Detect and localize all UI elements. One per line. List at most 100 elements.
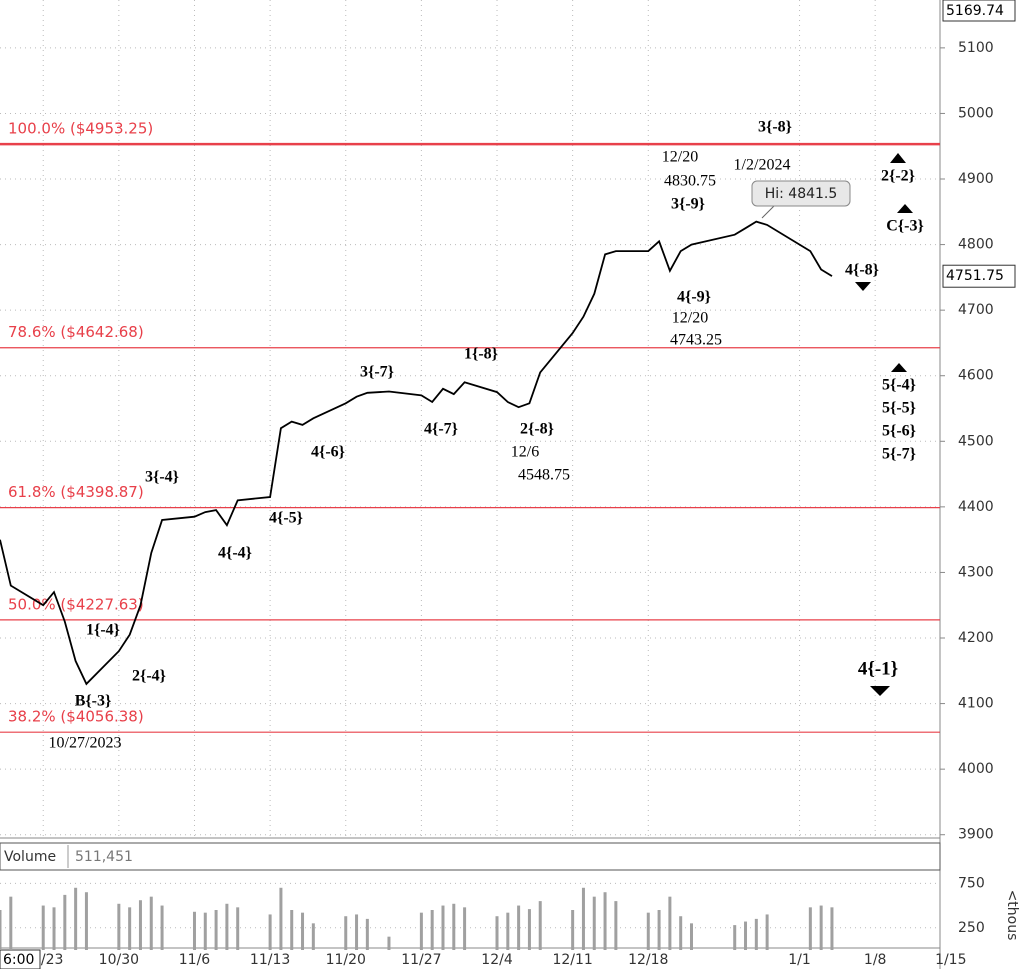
volume-bar xyxy=(279,887,283,950)
volume-bar xyxy=(689,923,693,950)
last-price-box xyxy=(942,264,1016,288)
volume-bar xyxy=(452,903,456,950)
triangle-up xyxy=(891,363,907,372)
volume-bar xyxy=(646,912,650,950)
y-tick-label: 4300 xyxy=(958,564,994,580)
annotation: 1/2/2024 xyxy=(734,157,791,174)
volume-bar xyxy=(581,887,585,950)
y-tick-label: 4600 xyxy=(958,368,994,384)
cursor-time: 6:00 xyxy=(3,952,34,968)
x-tick-label: 1/15 xyxy=(935,952,966,968)
triangle-down xyxy=(855,282,871,291)
volume-bar xyxy=(668,896,672,950)
annotation: 3{-8} xyxy=(758,119,792,136)
cursor-time-box xyxy=(0,949,41,969)
volume-bar xyxy=(203,912,207,950)
volume-bar xyxy=(0,910,2,950)
volume-bar xyxy=(592,896,596,950)
volume-bar xyxy=(614,901,618,950)
y-tick-label: 5000 xyxy=(958,105,994,121)
y-tick-label: 4500 xyxy=(958,433,994,449)
hi-pointer xyxy=(761,204,776,219)
volume-bar xyxy=(311,923,315,950)
volume-bar xyxy=(538,901,542,950)
annotation: C{-3} xyxy=(886,218,924,235)
y-tick-label: 5100 xyxy=(958,40,994,56)
volume-bar xyxy=(214,910,218,950)
volume-bar xyxy=(128,907,132,950)
volume-bar xyxy=(74,887,78,950)
volume-tick-label: 250 xyxy=(958,920,985,936)
volume-bar xyxy=(225,903,229,950)
grid xyxy=(0,0,940,929)
y-tick-label: 4900 xyxy=(958,171,994,187)
volume-bar xyxy=(138,900,142,950)
annotation: 3{-7} xyxy=(360,364,394,381)
annotation: 3{-9} xyxy=(671,196,705,213)
x-tick-label: 12/18 xyxy=(628,952,668,968)
triangle-up xyxy=(897,204,913,213)
volume-bar xyxy=(430,910,434,950)
x-tick-label: 1/8 xyxy=(864,952,887,968)
annotation: 12/6 xyxy=(511,444,539,461)
volume-bar xyxy=(830,907,834,950)
volume-bar xyxy=(495,916,499,950)
y-tick-label: 4400 xyxy=(958,499,994,515)
annotation: 4548.75 xyxy=(518,467,570,484)
annotation: 2{-8} xyxy=(520,421,554,438)
annotation: 4{-1} xyxy=(858,658,898,679)
annotation: 10/27/2023 xyxy=(49,735,122,752)
triangle-up xyxy=(890,153,906,163)
annotation: 4{-5} xyxy=(269,510,303,527)
volume-bar xyxy=(268,914,272,950)
x-tick-label: 11/6 xyxy=(179,952,211,968)
y-tick-label: 4000 xyxy=(958,761,994,777)
annotation: 5{-4} xyxy=(882,377,916,394)
volume-bar xyxy=(192,911,196,950)
volume-header xyxy=(0,842,941,871)
volume-bar xyxy=(808,907,812,950)
x-tick-label: 10/30 xyxy=(99,952,139,968)
annotation: 4{-6} xyxy=(311,444,345,461)
x-tick-label: 11/27 xyxy=(401,952,441,968)
y-tick-label: 4800 xyxy=(958,237,994,253)
volume-bar xyxy=(603,892,607,950)
volume-bar xyxy=(149,896,153,950)
annotation: 2{-2} xyxy=(881,168,915,185)
volume-bar xyxy=(63,894,67,950)
volume-bar xyxy=(819,905,823,950)
volume-bar xyxy=(463,907,467,950)
annotation: 4{-4} xyxy=(218,545,252,562)
annotation: 1{-8} xyxy=(464,346,498,363)
volume-bar xyxy=(236,907,240,950)
annotation: B{-3} xyxy=(75,693,112,710)
volume-bar xyxy=(571,910,575,950)
annotation: 5{-6} xyxy=(882,423,916,440)
x-tick-label: 1/1 xyxy=(788,952,811,968)
volume-bar xyxy=(344,916,348,950)
volume-bar xyxy=(41,905,45,950)
annotation: 4{-7} xyxy=(424,421,458,438)
y-tick-label: 4700 xyxy=(958,302,994,318)
volume-tick-label: 750 xyxy=(958,875,985,891)
price-line xyxy=(0,220,833,686)
annotation: 4{-9} xyxy=(677,289,711,306)
volume-bar xyxy=(290,910,294,950)
volume-bar xyxy=(754,918,758,950)
axis-top-box xyxy=(942,0,1016,22)
volume-bar xyxy=(365,918,369,950)
volume-bar xyxy=(84,892,88,950)
volume-bar xyxy=(506,912,510,950)
volume-bar xyxy=(52,907,56,950)
annotation: 5{-5} xyxy=(882,400,916,417)
fib-label: 61.8% ($4398.87) xyxy=(8,483,144,501)
volume-bar xyxy=(744,921,748,950)
volume-bar xyxy=(160,905,164,950)
annotation: 1{-4} xyxy=(86,622,120,639)
volume-bar xyxy=(9,896,13,950)
y-tick-label: 4200 xyxy=(958,630,994,646)
volume-unit: <thous xyxy=(1004,890,1020,941)
volume-bar xyxy=(117,903,121,950)
